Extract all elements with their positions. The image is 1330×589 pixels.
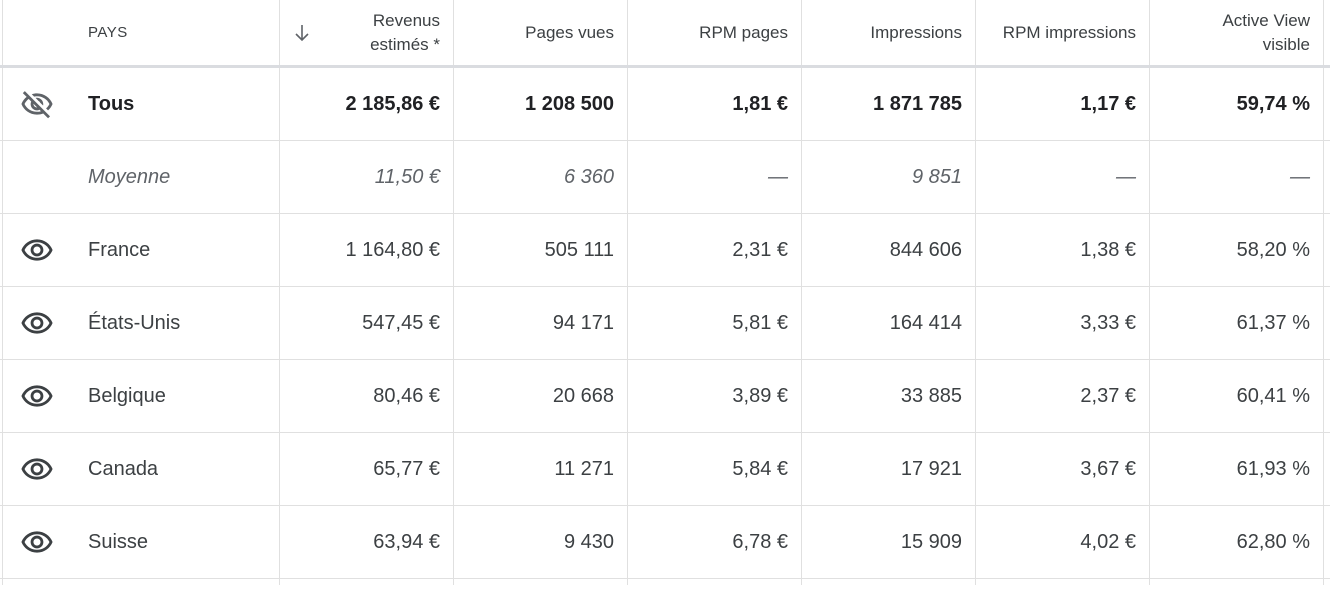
impressions-value: 844 606 bbox=[889, 238, 962, 261]
column-header-revenue[interactable]: Revenus estimés * bbox=[279, 0, 453, 65]
revenue-value: 1 164,80 € bbox=[345, 238, 440, 261]
column-divider bbox=[975, 0, 976, 585]
rpm-pages-value: 5,84 € bbox=[732, 457, 788, 480]
column-header-rpm-pages[interactable]: RPM pages bbox=[627, 0, 801, 65]
rpm-impressions-value: 1,17 € bbox=[1080, 92, 1136, 115]
rpm-pages-value: 5,81 € bbox=[732, 311, 788, 334]
visibility-cell bbox=[0, 214, 74, 286]
rpm-impressions-value: 4,02 € bbox=[1080, 530, 1136, 553]
active-view-value: 62,80 % bbox=[1236, 530, 1310, 553]
rpm-impressions-value: 1,38 € bbox=[1080, 238, 1136, 261]
table-row-partial bbox=[0, 579, 1330, 589]
impressions-value: 9 851 bbox=[911, 165, 962, 188]
arrow-down-icon[interactable] bbox=[293, 22, 311, 44]
active-view-value: 58,20 % bbox=[1236, 238, 1310, 261]
column-header-rpm-impressions[interactable]: RPM impressions bbox=[975, 0, 1149, 65]
country-name: Belgique bbox=[88, 384, 166, 407]
eye-icon[interactable] bbox=[19, 305, 55, 341]
active-view-value: 59,74 % bbox=[1236, 92, 1310, 115]
pageviews-value: 94 171 bbox=[552, 311, 614, 334]
impressions-value: 164 414 bbox=[889, 311, 962, 334]
revenue-value: 65,77 € bbox=[373, 457, 440, 480]
active-view-value: — bbox=[1290, 165, 1310, 188]
table-row: Belgique 80,46 € 20 668 3,89 € 33 885 2,… bbox=[0, 360, 1330, 433]
pageviews-value: 11 271 bbox=[554, 457, 614, 480]
rpm-pages-value: — bbox=[768, 165, 788, 188]
column-divider bbox=[801, 0, 802, 585]
revenue-value: 63,94 € bbox=[373, 530, 440, 553]
country-name: Moyenne bbox=[88, 165, 171, 188]
column-header-active-view-line1: Active View bbox=[1222, 10, 1310, 30]
column-header-pageviews[interactable]: Pages vues bbox=[453, 0, 627, 65]
pageviews-value: 20 668 bbox=[552, 384, 614, 407]
column-header-revenue-line1: Revenus bbox=[372, 10, 440, 30]
rpm-pages-value: 2,31 € bbox=[732, 238, 788, 261]
country-name: Canada bbox=[88, 457, 159, 480]
column-header-rpm-impressions-label: RPM impressions bbox=[1002, 22, 1136, 42]
pageviews-value: 6 360 bbox=[563, 165, 614, 188]
column-header-country[interactable]: PAYS bbox=[74, 0, 279, 65]
visibility-cell bbox=[0, 433, 74, 505]
column-divider bbox=[453, 0, 454, 585]
rpm-impressions-value: 3,67 € bbox=[1080, 457, 1136, 480]
average-row: Moyenne 11,50 € 6 360 — 9 851 — — bbox=[0, 141, 1330, 214]
country-name: Suisse bbox=[88, 530, 149, 553]
header-visibility-cell bbox=[0, 0, 74, 65]
impressions-value: 33 885 bbox=[900, 384, 962, 407]
active-view-value: 61,37 % bbox=[1236, 311, 1310, 334]
eye-icon[interactable] bbox=[19, 378, 55, 414]
impressions-value: 1 871 785 bbox=[873, 92, 962, 115]
revenue-value: 11,50 € bbox=[374, 165, 440, 188]
visibility-cell bbox=[0, 141, 74, 213]
pageviews-value: 505 111 bbox=[544, 238, 614, 261]
rpm-pages-value: 3,89 € bbox=[732, 384, 788, 407]
rpm-impressions-value: — bbox=[1116, 165, 1136, 188]
column-header-pageviews-label: Pages vues bbox=[525, 22, 614, 42]
table-left-border bbox=[2, 0, 3, 585]
rpm-impressions-value: 2,37 € bbox=[1080, 384, 1136, 407]
eye-icon[interactable] bbox=[19, 524, 55, 560]
country-name: États-Unis bbox=[88, 311, 181, 334]
total-row: Tous 2 185,86 € 1 208 500 1,81 € 1 871 7… bbox=[0, 68, 1330, 141]
visibility-cell bbox=[0, 287, 74, 359]
revenue-value: 547,45 € bbox=[362, 311, 440, 334]
column-divider bbox=[627, 0, 628, 585]
pageviews-value: 9 430 bbox=[563, 530, 614, 553]
table-row: Suisse 63,94 € 9 430 6,78 € 15 909 4,02 … bbox=[0, 506, 1330, 579]
column-header-impressions[interactable]: Impressions bbox=[801, 0, 975, 65]
rpm-pages-value: 1,81 € bbox=[732, 92, 788, 115]
eye-icon[interactable] bbox=[19, 451, 55, 487]
impressions-value: 17 921 bbox=[900, 457, 962, 480]
column-divider bbox=[279, 0, 280, 585]
eye-icon[interactable] bbox=[19, 232, 55, 268]
column-header-active-view[interactable]: Active View visible bbox=[1149, 0, 1323, 65]
table-row: Canada 65,77 € 11 271 5,84 € 17 921 3,67… bbox=[0, 433, 1330, 506]
impressions-value: 15 909 bbox=[900, 530, 962, 553]
visibility-cell bbox=[0, 506, 74, 578]
table-row: France 1 164,80 € 505 111 2,31 € 844 606… bbox=[0, 214, 1330, 287]
table-header: PAYS Revenus estimés * Pages vues RPM pa… bbox=[0, 0, 1330, 68]
column-header-active-view-line2: visible bbox=[1262, 34, 1310, 54]
rpm-pages-value: 6,78 € bbox=[732, 530, 788, 553]
active-view-value: 60,41 % bbox=[1236, 384, 1310, 407]
table-row: États-Unis 547,45 € 94 171 5,81 € 164 41… bbox=[0, 287, 1330, 360]
revenue-value: 80,46 € bbox=[373, 384, 440, 407]
column-header-country-label: PAYS bbox=[88, 23, 128, 41]
revenue-value: 2 185,86 € bbox=[345, 92, 440, 115]
active-view-value: 61,93 % bbox=[1236, 457, 1310, 480]
column-header-impressions-label: Impressions bbox=[870, 22, 962, 42]
country-name: France bbox=[88, 238, 151, 261]
column-header-revenue-line2: estimés * bbox=[370, 34, 440, 54]
visibility-cell bbox=[0, 68, 74, 140]
country-name: Tous bbox=[88, 92, 135, 115]
column-header-rpm-pages-label: RPM pages bbox=[699, 22, 788, 42]
rpm-impressions-value: 3,33 € bbox=[1080, 311, 1136, 334]
column-divider bbox=[1323, 0, 1324, 585]
column-divider bbox=[1149, 0, 1150, 585]
eye-off-icon[interactable] bbox=[19, 86, 55, 122]
visibility-cell bbox=[0, 360, 74, 432]
pageviews-value: 1 208 500 bbox=[525, 92, 614, 115]
